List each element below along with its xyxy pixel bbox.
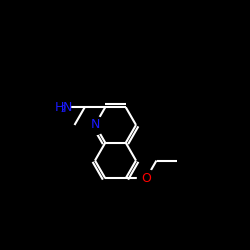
Text: N: N (90, 118, 100, 132)
Polygon shape (54, 101, 70, 114)
Text: H: H (55, 101, 64, 114)
Text: O: O (141, 172, 151, 185)
Text: 2: 2 (61, 105, 66, 114)
Text: N: N (62, 101, 72, 114)
